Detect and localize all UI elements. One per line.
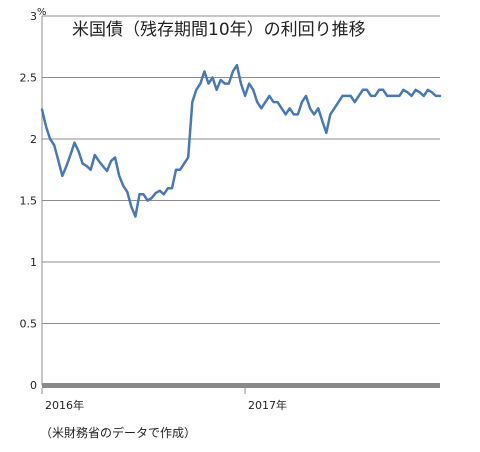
- y-tick-labels: 0 0.5 1 1.5 2 2.5 3: [20, 10, 38, 392]
- y-tick-label: 3: [30, 10, 37, 23]
- x-axis: [41, 16, 440, 388]
- y-axis-unit: %: [37, 7, 47, 18]
- y-tick-label: 1: [30, 256, 37, 269]
- x-tick-label: 2017年: [248, 398, 287, 412]
- y-tick-label: 2.5: [20, 72, 38, 85]
- gridlines: [42, 15, 440, 324]
- chart-title: 米国債（残存期間10年）の利回り推移: [72, 20, 366, 40]
- x-tick-labels: 2016年 2017年: [41, 388, 287, 412]
- y-tick-label: 0.5: [20, 318, 38, 331]
- x-axis-bar: [42, 383, 440, 388]
- x-tick-label: 2016年: [45, 398, 84, 412]
- y-tick-label: 2: [30, 133, 37, 146]
- series-group: [40, 63, 442, 218]
- data-source-note: （米財務省のデータで作成）: [40, 425, 196, 440]
- series-line: [40, 63, 442, 218]
- y-tick-label: 0: [30, 379, 37, 392]
- y-tick-label: 1.5: [20, 195, 38, 208]
